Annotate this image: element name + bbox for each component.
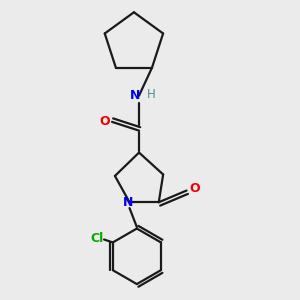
Text: N: N: [130, 89, 140, 102]
Text: N: N: [123, 196, 133, 209]
Text: Cl: Cl: [90, 232, 104, 244]
Text: O: O: [189, 182, 200, 195]
Text: O: O: [99, 116, 110, 128]
Text: H: H: [147, 88, 156, 101]
